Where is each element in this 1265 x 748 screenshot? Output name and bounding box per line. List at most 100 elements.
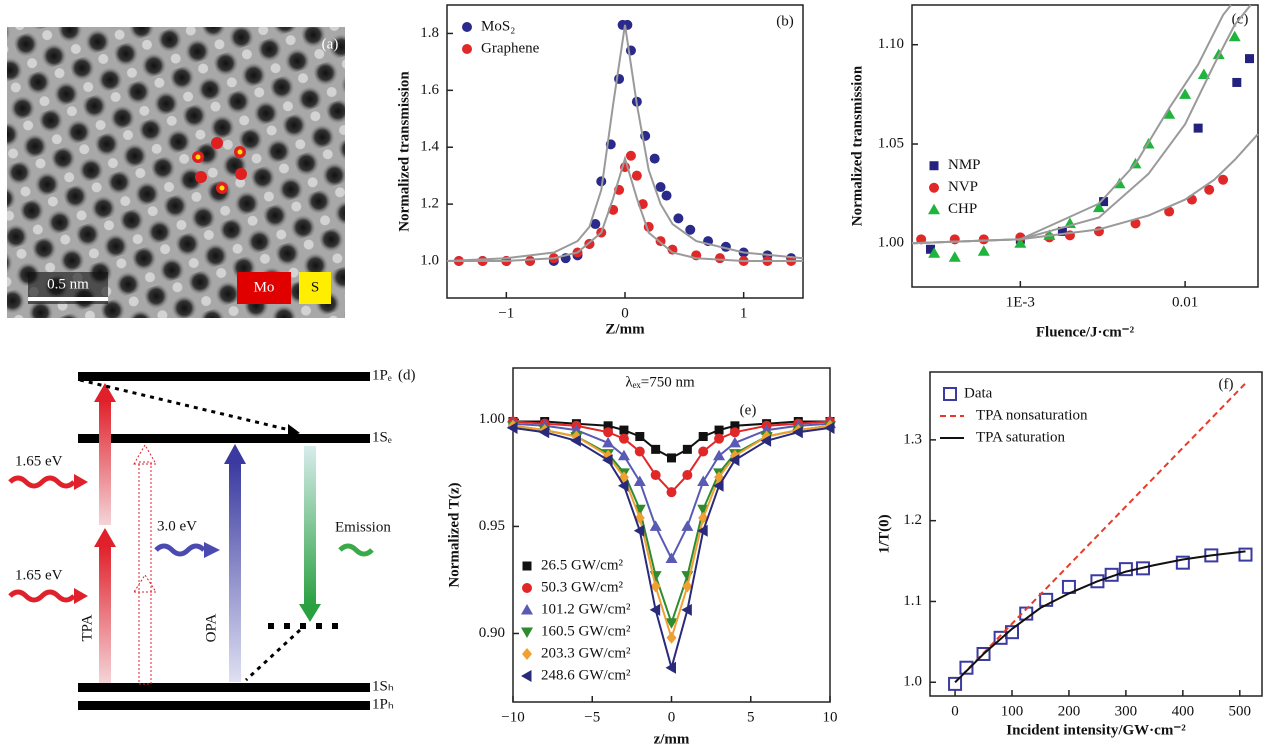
marker bbox=[949, 251, 961, 262]
panel-label: (f) bbox=[1219, 376, 1234, 392]
marker bbox=[714, 434, 724, 444]
legend-marker bbox=[521, 670, 532, 682]
panel-label: (b) bbox=[776, 13, 794, 29]
level-label: 1Pₑ bbox=[372, 367, 392, 383]
marker bbox=[949, 678, 961, 690]
image-panel: (a) 0.5 nm Mo S bbox=[7, 27, 345, 318]
series-line bbox=[447, 25, 803, 261]
marker bbox=[666, 553, 678, 564]
y-tick-label: 1.1 bbox=[903, 593, 922, 609]
panel-label: (e) bbox=[740, 402, 757, 418]
marker bbox=[603, 427, 613, 437]
x-tick-label: 500 bbox=[1229, 703, 1252, 719]
legend-label: S bbox=[311, 279, 319, 295]
marker bbox=[626, 151, 636, 161]
x-tick-label: 1E-3 bbox=[1006, 294, 1035, 310]
y-tick-label: 1.00 bbox=[479, 411, 505, 427]
legend-label: CHP bbox=[948, 201, 977, 217]
y-tick-label: 1.8 bbox=[420, 25, 439, 41]
y-tick-label: 1.2 bbox=[903, 512, 922, 528]
legend-marker bbox=[521, 604, 533, 615]
y-axis-label: 1/T(0) bbox=[876, 514, 892, 553]
marker bbox=[656, 182, 666, 192]
x-tick-label: −5 bbox=[584, 709, 600, 725]
legend-marker bbox=[930, 161, 939, 170]
marker bbox=[651, 470, 661, 480]
legend-label: 101.2 GW/cm² bbox=[541, 601, 631, 617]
annotation: 3.0 eV bbox=[157, 518, 197, 534]
x-axis-label: Incident intensity/GW·cm⁻² bbox=[1006, 722, 1186, 738]
figure: (a) 0.5 nm Mo S 1Pₑ 1Sₑ 1Sₕ 1Pₕ (d) bbox=[0, 0, 1265, 748]
marker bbox=[667, 487, 677, 497]
annotation: Emission bbox=[335, 519, 391, 535]
x-tick-label: 0 bbox=[668, 709, 676, 725]
x-tick-label: 1 bbox=[740, 305, 748, 321]
marker bbox=[1218, 175, 1228, 185]
level-label: 1Sₕ bbox=[372, 678, 394, 694]
legend-label: 248.6 GW/cm² bbox=[541, 667, 631, 683]
legend-label: TPA nonsaturation bbox=[976, 407, 1088, 423]
diagram-panel: 1Pₑ 1Sₑ 1Sₕ 1Pₕ (d) 1.65 eV 1.65 eV 3.0 … bbox=[10, 367, 416, 712]
marker bbox=[635, 432, 644, 441]
series-line bbox=[447, 159, 803, 261]
y-tick-label: 1.2 bbox=[420, 196, 439, 212]
panel-label: (a) bbox=[322, 36, 339, 52]
legend-marker bbox=[929, 183, 939, 193]
y-tick-label: 1.0 bbox=[420, 252, 439, 268]
legend-label: TPA saturation bbox=[976, 429, 1066, 445]
level bbox=[78, 683, 370, 692]
x-tick-label: 100 bbox=[1001, 703, 1024, 719]
annotation: TPA bbox=[79, 614, 95, 641]
y-axis-label: Normalized T(z) bbox=[446, 482, 462, 587]
marker bbox=[673, 213, 683, 223]
legend-label: MoS₂ bbox=[481, 18, 515, 34]
legend-marker bbox=[462, 22, 472, 32]
marker bbox=[651, 445, 660, 454]
x-tick-label: −1 bbox=[498, 305, 514, 321]
y-tick-label: 1.0 bbox=[903, 674, 922, 690]
y-axis-label: Normalized transmission bbox=[849, 65, 865, 226]
annotation: 1.65 eV bbox=[15, 453, 63, 469]
x-axis-label: z/mm bbox=[654, 731, 690, 747]
level-label: 1Pₕ bbox=[372, 696, 394, 712]
legend-marker bbox=[522, 583, 532, 593]
marker bbox=[667, 632, 677, 644]
marker bbox=[662, 191, 672, 201]
marker bbox=[730, 427, 740, 437]
y-tick-label: 1.10 bbox=[878, 36, 904, 52]
x-tick-label: 400 bbox=[1172, 703, 1195, 719]
chart: −10−505100.900.951.00z/mmNormalized T(z)… bbox=[446, 368, 837, 747]
y-tick-label: 1.00 bbox=[878, 235, 904, 251]
x-axis-label: Fluence/J·cm⁻² bbox=[1036, 324, 1135, 340]
marker bbox=[1245, 54, 1254, 63]
marker bbox=[715, 426, 724, 435]
annotation: OPA bbox=[203, 614, 219, 643]
x-tick-label: 5 bbox=[747, 709, 755, 725]
marker bbox=[979, 234, 989, 244]
marker bbox=[1194, 124, 1203, 133]
legend-label: Data bbox=[964, 385, 993, 401]
x-tick-label: −10 bbox=[501, 709, 524, 725]
annotation: λₑₓ=750 nm bbox=[625, 374, 695, 390]
scale-bar-label: 0.5 nm bbox=[47, 276, 89, 292]
y-tick-label: 1.4 bbox=[420, 139, 439, 155]
marker bbox=[632, 171, 642, 181]
y-tick-label: 0.95 bbox=[479, 518, 505, 534]
legend-marker bbox=[521, 628, 533, 639]
chart: 1E-30.011.001.051.10Fluence/J·cm⁻²Normal… bbox=[849, 5, 1258, 340]
marker bbox=[619, 426, 628, 435]
legend-label: Graphene bbox=[481, 40, 540, 56]
marker bbox=[667, 453, 676, 462]
legend-label: 26.5 GW/cm² bbox=[541, 557, 623, 573]
marker bbox=[697, 475, 709, 486]
series-line bbox=[955, 551, 1245, 682]
legend-label: 160.5 GW/cm² bbox=[541, 623, 631, 639]
y-tick-label: 0.90 bbox=[479, 625, 505, 641]
marker bbox=[715, 253, 725, 263]
level-label: 1Sₑ bbox=[372, 429, 392, 445]
y-tick-label: 1.3 bbox=[903, 431, 922, 447]
x-tick-label: 0 bbox=[621, 305, 629, 321]
marker bbox=[1232, 78, 1241, 87]
